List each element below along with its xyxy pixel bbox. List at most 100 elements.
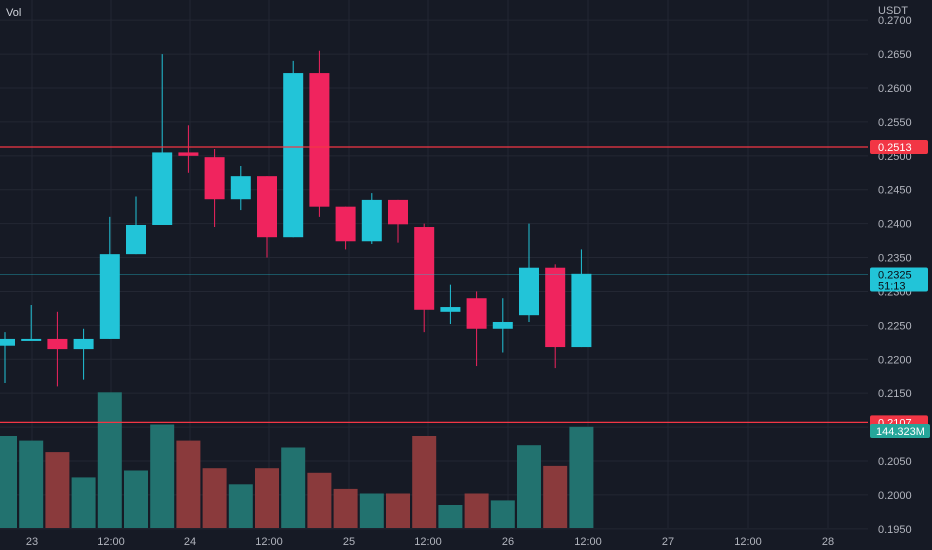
volume-bar xyxy=(490,500,515,528)
candle-body[interactable] xyxy=(571,273,592,348)
x-tick-label: 28 xyxy=(822,536,834,548)
y-tick-label: 0.2650 xyxy=(878,49,912,61)
candle[interactable] xyxy=(152,54,173,225)
volume-bar xyxy=(412,436,437,528)
candle-body[interactable] xyxy=(309,73,330,207)
candle-body[interactable] xyxy=(178,152,199,156)
volume-bars xyxy=(0,392,594,528)
candle[interactable] xyxy=(361,193,382,244)
volume-bar xyxy=(255,468,279,528)
y-tick-label: 0.2550 xyxy=(878,117,912,129)
volume-value-label: 144.323M xyxy=(876,426,925,438)
y-tick-label: 0.2200 xyxy=(878,354,912,366)
x-tick-label: 12:00 xyxy=(574,536,602,548)
candle-body[interactable] xyxy=(466,298,487,329)
candle-body[interactable] xyxy=(152,152,173,225)
candle-body[interactable] xyxy=(99,254,120,339)
level-price-tag xyxy=(870,139,928,154)
candle-body[interactable] xyxy=(230,176,251,200)
candle[interactable] xyxy=(230,165,251,211)
candle[interactable] xyxy=(73,328,94,380)
candle[interactable] xyxy=(21,305,42,341)
candle-body[interactable] xyxy=(335,206,356,242)
candle-body[interactable] xyxy=(492,321,513,329)
candle-body[interactable] xyxy=(47,338,68,350)
volume-bar xyxy=(150,424,175,528)
y-tick-label: 0.2400 xyxy=(878,219,912,231)
candle-body[interactable] xyxy=(204,157,225,200)
y-tick-label: 0.2350 xyxy=(878,253,912,265)
x-tick-label: 12:00 xyxy=(97,536,125,548)
y-tick-label: 0.2700 xyxy=(878,15,912,27)
volume-bar xyxy=(281,447,306,528)
price-level-lines xyxy=(0,146,868,423)
volume-bar xyxy=(97,392,122,528)
x-tick-label: 12:00 xyxy=(255,536,283,548)
candle-body[interactable] xyxy=(440,307,461,312)
candle[interactable] xyxy=(0,332,15,384)
candle[interactable] xyxy=(335,206,356,250)
volume-bar xyxy=(517,445,541,528)
candle-body[interactable] xyxy=(519,267,539,316)
candle-body[interactable] xyxy=(257,176,277,238)
currency-label: USDT xyxy=(878,5,908,17)
candle-body[interactable] xyxy=(388,199,408,225)
y-tick-label: 0.2450 xyxy=(878,185,912,197)
volume-bar xyxy=(386,493,410,528)
candle[interactable] xyxy=(126,196,146,255)
y-tick-label: 0.2150 xyxy=(878,388,912,400)
candle-body[interactable] xyxy=(126,224,146,255)
candle[interactable] xyxy=(283,60,304,238)
candle-body[interactable] xyxy=(545,267,566,348)
countdown-label: 51:13 xyxy=(878,281,906,293)
candle-body[interactable] xyxy=(283,73,304,238)
volume-bar xyxy=(202,468,227,528)
volume-bar xyxy=(124,470,148,528)
volume-bar xyxy=(464,493,489,528)
last-price-tag xyxy=(870,267,928,292)
candle[interactable] xyxy=(309,50,330,217)
candles[interactable] xyxy=(0,50,592,387)
candle[interactable] xyxy=(99,216,120,339)
volume-bar xyxy=(307,472,332,528)
candle[interactable] xyxy=(414,223,435,333)
volume-indicator-label[interactable]: Vol xyxy=(6,7,21,19)
candle-body[interactable] xyxy=(361,199,382,242)
candle[interactable] xyxy=(492,298,513,353)
x-tick-label: 12:00 xyxy=(414,536,442,548)
candle-body[interactable] xyxy=(21,338,42,341)
y-tick-label: 0.2600 xyxy=(878,83,912,95)
level-price-label: 0.2513 xyxy=(878,142,912,154)
candle[interactable] xyxy=(178,125,199,173)
candle[interactable] xyxy=(47,311,68,387)
volume-value-tag xyxy=(870,424,930,438)
candle[interactable] xyxy=(257,176,277,258)
volume-bar xyxy=(0,436,17,528)
volume-bar xyxy=(228,484,253,528)
x-tick-label: 25 xyxy=(343,536,355,548)
time-axis[interactable]: 23 12:00 24 12:00 25 12:00 26 12:00 27 12:00 28 xyxy=(26,536,834,548)
candle[interactable] xyxy=(204,149,225,228)
y-tick-label: 0.1950 xyxy=(878,524,912,536)
candle[interactable] xyxy=(440,284,461,325)
y-tick-label: 0.2000 xyxy=(878,490,912,502)
volume-bar xyxy=(543,465,568,528)
candle[interactable] xyxy=(466,291,487,367)
x-tick-label: 24 xyxy=(184,536,196,548)
candle[interactable] xyxy=(545,264,566,369)
volume-bar xyxy=(45,452,70,528)
volume-bar xyxy=(19,440,44,528)
candle-body[interactable] xyxy=(0,338,15,346)
y-tick-label: 0.2050 xyxy=(878,456,912,468)
candle[interactable] xyxy=(388,199,408,243)
candle[interactable] xyxy=(519,223,539,322)
volume-bar xyxy=(438,505,463,528)
candle-body[interactable] xyxy=(414,227,435,310)
candle-body[interactable] xyxy=(73,338,94,350)
candle[interactable] xyxy=(571,249,592,348)
volume-bar xyxy=(359,493,384,528)
